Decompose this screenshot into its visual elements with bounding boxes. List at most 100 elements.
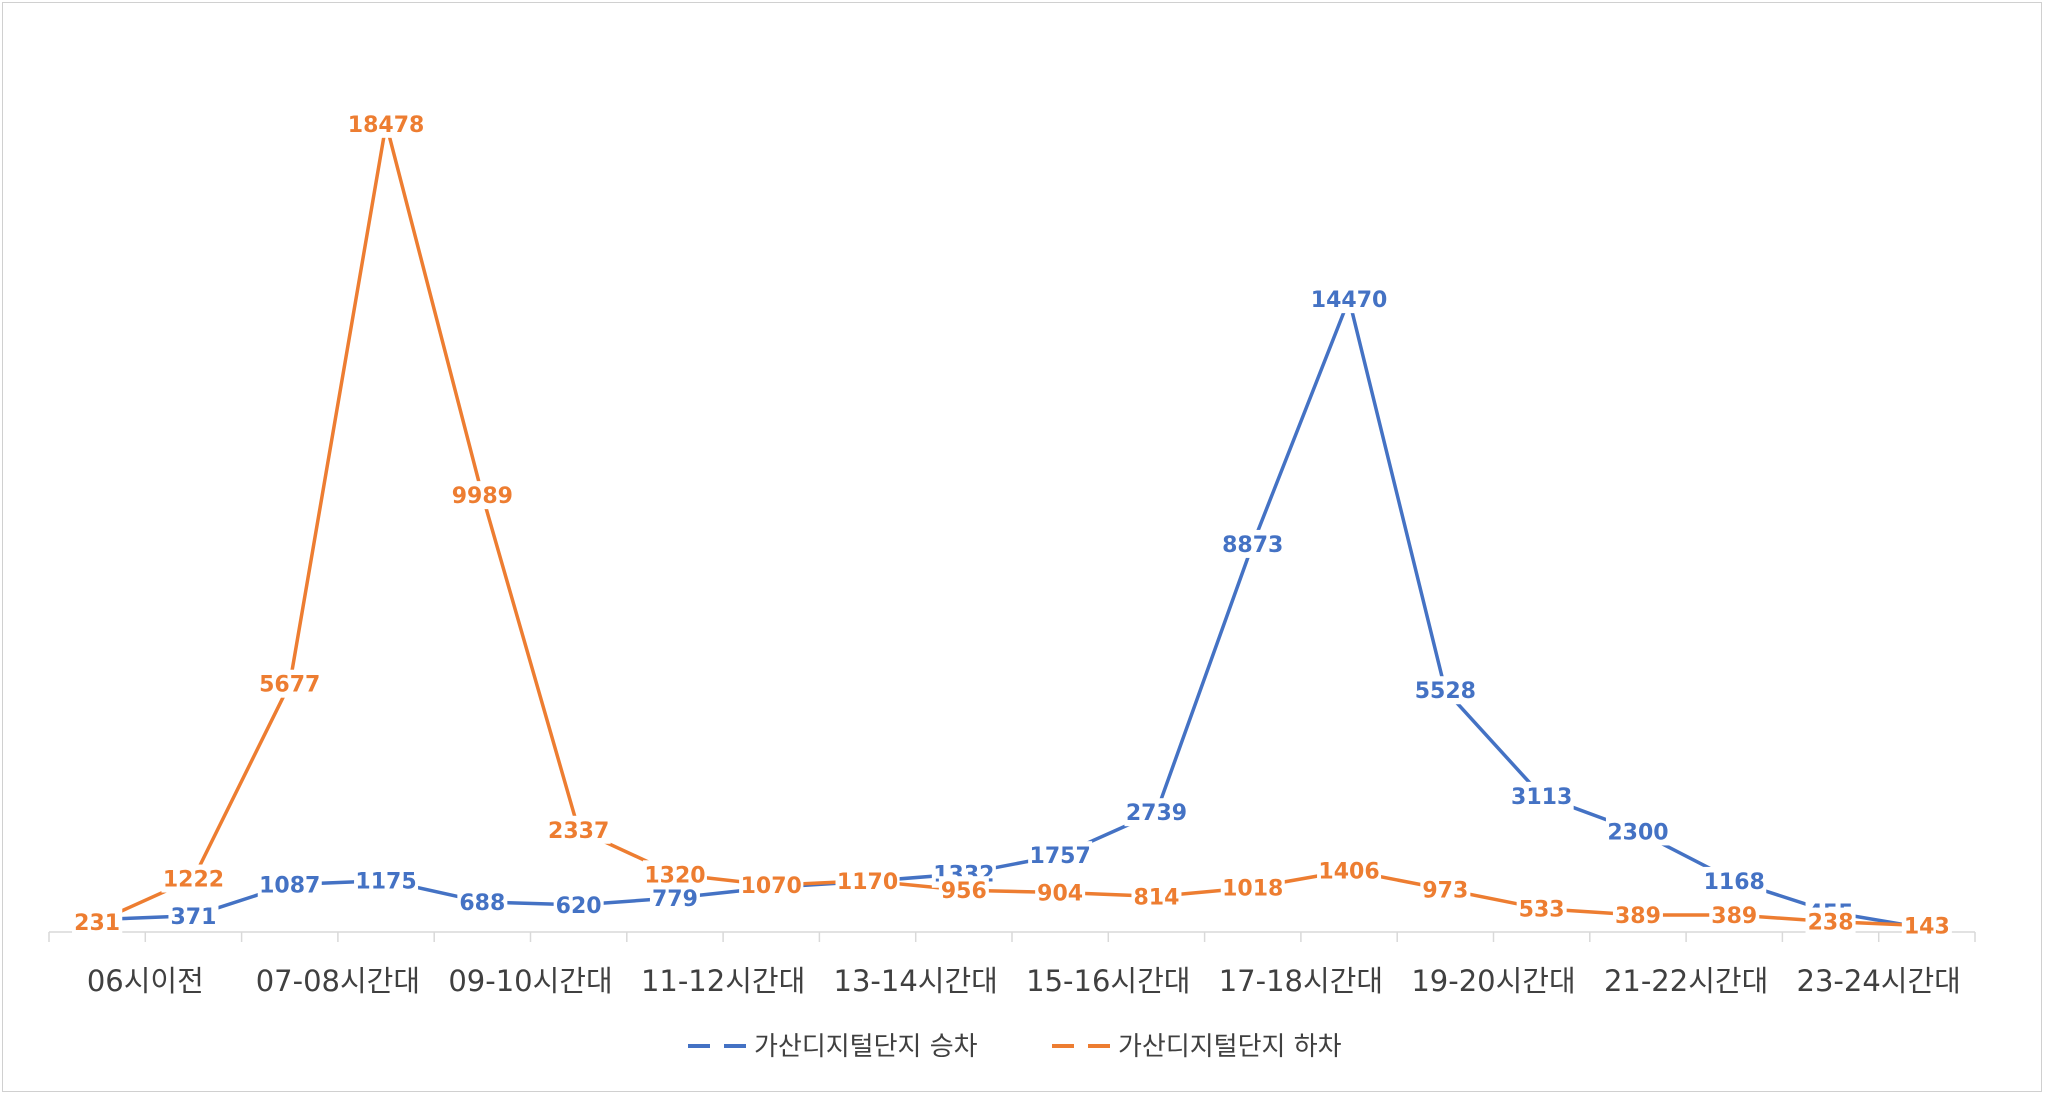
data-label-background — [161, 864, 226, 893]
data-label-text: 956 — [941, 879, 987, 904]
data-label-text: 2300 — [1607, 820, 1668, 845]
data-label-text: 688 — [459, 891, 505, 916]
data-label-background — [450, 481, 515, 510]
data-label-text: 1757 — [1030, 844, 1091, 869]
legend-label: 가산디지털단지 승차 — [754, 1032, 978, 1062]
data-label-text: 18478 — [348, 113, 425, 138]
data-label-text: 3113 — [1511, 785, 1572, 810]
data-label-1: 371 — [168, 901, 219, 930]
data-label-2: 1406 — [1317, 856, 1382, 885]
data-label-1: 620 — [553, 890, 604, 919]
data-label-text: 2739 — [1126, 801, 1187, 826]
data-label-text: 389 — [1711, 904, 1757, 929]
data-label-background — [1420, 875, 1471, 904]
x-tick-label: 09-10시간대 — [448, 964, 612, 998]
data-label-text: 5528 — [1415, 679, 1476, 704]
legend: 가산디지털단지 승차 가산디지털단지 하차 — [688, 1032, 1342, 1062]
data-label-1: 688 — [457, 887, 508, 916]
x-axis: 06시이전 07-08시간대 09-10시간대 11-12시간대 13-14시간대 15-… — [48, 931, 1976, 998]
data-label-1: 1757 — [1028, 841, 1093, 870]
line-chart: 06시이전 07-08시간대 09-10시간대 11-12시간대 13-14시간대 15-… — [48, 109, 1976, 1062]
data-label-1: 1168 — [1702, 866, 1767, 895]
data-label-1: 5528 — [1413, 676, 1478, 705]
data-label-background — [642, 860, 707, 889]
data-label-background — [457, 887, 508, 916]
data-label-1: 1087 — [257, 870, 322, 899]
data-label-text: 143 — [1904, 915, 1950, 940]
data-label-background — [1612, 900, 1663, 929]
data-label-background — [649, 883, 700, 912]
data-label-2: 904 — [1035, 878, 1086, 907]
data-label-text: 389 — [1615, 904, 1661, 929]
data-label-2: 973 — [1420, 875, 1471, 904]
data-label-text: 1175 — [355, 870, 416, 895]
data-label-text: 9989 — [452, 484, 513, 509]
data-label-text: 904 — [1037, 881, 1083, 906]
data-label-background — [1220, 873, 1285, 902]
data-label-2: 389 — [1709, 900, 1760, 929]
data-label-background — [1028, 841, 1093, 870]
legend-label: 가산디지털단지 하차 — [1118, 1032, 1342, 1062]
data-label-2: 238 — [1805, 907, 1856, 936]
data-label-2: 1018 — [1220, 873, 1285, 902]
data-label-text: 238 — [1808, 911, 1854, 936]
data-label-text: 1170 — [837, 870, 898, 895]
data-label-2: 389 — [1612, 900, 1663, 929]
data-label-text: 779 — [652, 887, 698, 912]
data-label-2: 814 — [1131, 882, 1182, 911]
x-tick-label: 19-20시간대 — [1411, 964, 1575, 998]
data-label-2: 2337 — [546, 815, 611, 844]
data-label-text: 1320 — [644, 863, 705, 888]
data-label-background — [1605, 817, 1670, 846]
data-label-text: 231 — [74, 911, 120, 936]
data-label-2: 533 — [1516, 894, 1567, 923]
data-label-2: 1320 — [642, 860, 707, 889]
data-label-background — [257, 669, 322, 698]
data-labels: 2853711087117568862077910201158133217572… — [72, 109, 1952, 943]
data-label-background — [546, 815, 611, 844]
data-label-2: 956 — [938, 876, 989, 905]
data-label-text: 2337 — [548, 819, 609, 844]
data-label-background — [1509, 781, 1574, 810]
data-label-background — [168, 901, 219, 930]
data-label-1: 1175 — [354, 866, 419, 895]
data-label-2: 5677 — [257, 669, 322, 698]
data-label-1: 2739 — [1124, 798, 1189, 827]
data-label-2: 1170 — [835, 866, 900, 895]
x-tick-label: 13-14시간대 — [834, 964, 998, 998]
data-label-2: 1222 — [161, 864, 226, 893]
data-label-background — [1317, 856, 1382, 885]
data-label-background — [739, 871, 804, 900]
x-tick-label: 21-22시간대 — [1604, 964, 1768, 998]
data-label-text: 973 — [1422, 878, 1468, 903]
data-label-background — [257, 870, 322, 899]
data-label-background — [553, 890, 604, 919]
data-label-text: 5677 — [259, 673, 320, 698]
x-tick-label: 07-08시간대 — [256, 964, 420, 998]
data-label-text: 533 — [1519, 898, 1565, 923]
data-label-2: 1070 — [739, 871, 804, 900]
data-label-background — [1702, 866, 1767, 895]
data-label-background — [1035, 878, 1086, 907]
data-label-background — [72, 907, 123, 936]
data-label-text: 1087 — [259, 873, 320, 898]
data-label-2: 231 — [72, 907, 123, 936]
x-tick-label: 17-18시간대 — [1219, 964, 1383, 998]
data-label-background — [938, 876, 989, 905]
data-label-background — [1805, 907, 1856, 936]
data-label-background — [347, 109, 426, 138]
data-label-1: 2300 — [1605, 817, 1670, 846]
x-tick-label: 11-12시간대 — [641, 964, 805, 998]
data-label-background — [1220, 529, 1285, 558]
x-tick-label: 23-24시간대 — [1797, 964, 1961, 998]
data-label-1: 14470 — [1310, 285, 1389, 314]
legend-item-2: 가산디지털단지 하차 — [1052, 1032, 1342, 1062]
x-tick-label: 06시이전 — [87, 964, 204, 998]
data-label-text: 1070 — [741, 874, 802, 899]
data-label-background — [1310, 285, 1389, 314]
data-label-text: 1222 — [163, 868, 224, 893]
data-label-background — [1516, 894, 1567, 923]
data-label-background — [1413, 676, 1478, 705]
series-lines — [95, 122, 1929, 931]
data-label-text: 814 — [1133, 885, 1179, 910]
